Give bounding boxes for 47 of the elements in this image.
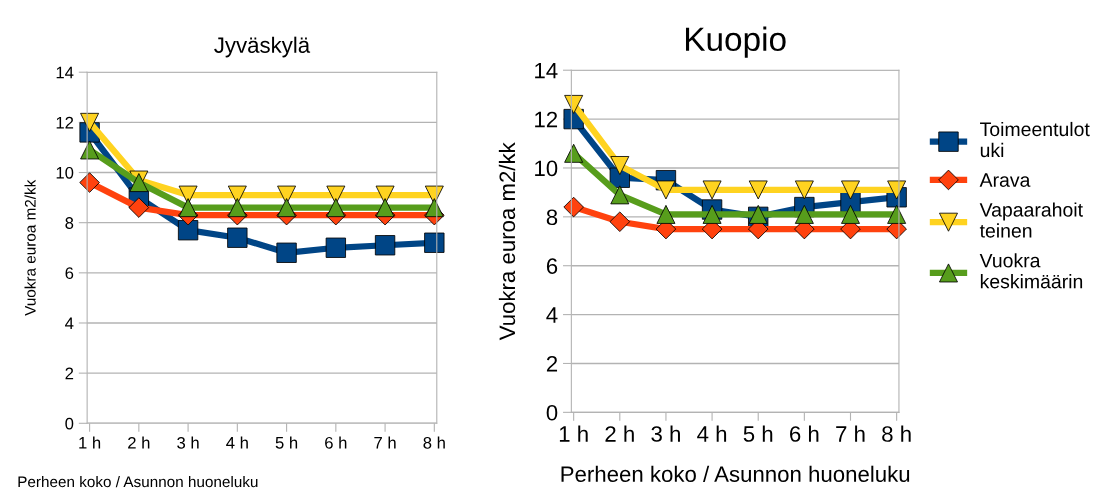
point	[326, 198, 346, 218]
y-tick-label: 6	[546, 258, 558, 274]
y-tick-label: 10	[535, 160, 558, 177]
x-tick-label: 1 h	[559, 425, 588, 442]
y-tick-label: 8	[546, 209, 558, 226]
x-tick-label: 4 h	[226, 436, 248, 449]
x-tick-label: 6 h	[325, 436, 347, 449]
y-tick-label: 14	[56, 66, 74, 79]
y-tick-label: 4	[65, 317, 74, 330]
y-axis-title: Vuokra euroa m2/kk	[498, 142, 516, 341]
point	[610, 156, 630, 175]
y-tick-label: 2	[546, 356, 558, 372]
y-tick-label: 0	[65, 417, 74, 430]
x-tick-label: 6 h	[790, 425, 819, 442]
y-tick-label: 14	[535, 62, 558, 79]
y-tick-label: 10	[56, 166, 74, 179]
chart-title: Jyväskylä	[214, 36, 311, 58]
y-axis-title: Vuokra euroa m2/kk	[24, 179, 36, 316]
x-tick-label: 5 h	[275, 436, 298, 449]
x-tick-label: 4 h	[697, 425, 727, 442]
x-axis-title: Perheen koko / Asunnon huoneluku	[18, 475, 258, 488]
x-tick-label: 8 h	[423, 436, 445, 449]
y-tick-label: 0	[546, 404, 558, 421]
x-tick-label: 5 h	[743, 425, 773, 442]
y-tick-label: 8	[65, 217, 74, 229]
y-tick-label: 4	[546, 307, 558, 323]
x-tick-label: 3 h	[177, 436, 199, 449]
x-tick-label: 2 h	[128, 436, 150, 449]
x-tick-label: 8 h	[882, 425, 911, 442]
point	[227, 198, 247, 218]
x-tick-label: 7 h	[836, 425, 865, 442]
x-axis-title: Perheen koko / Asunnon huoneluku	[561, 465, 910, 483]
x-tick-label: 2 h	[605, 425, 634, 442]
legend-label: Arava	[979, 173, 1031, 187]
legend-label: Vuokra keskimäärin	[979, 253, 1083, 289]
x-tick-label: 7 h	[374, 436, 396, 449]
legend-label: Toimeentulot uki	[980, 121, 1090, 158]
x-tick-label: 1 h	[79, 436, 101, 449]
y-tick-label: 2	[65, 367, 74, 380]
legend-label: Vapaarahoit teinen	[979, 202, 1083, 238]
point	[610, 185, 630, 205]
y-tick-label: 12	[56, 116, 74, 129]
x-tick-label: 3 h	[651, 425, 680, 442]
point	[374, 235, 396, 256]
y-tick-label: 6	[65, 267, 74, 280]
y-tick-label: 12	[535, 111, 558, 128]
chart-title: Kuopio	[685, 26, 786, 58]
